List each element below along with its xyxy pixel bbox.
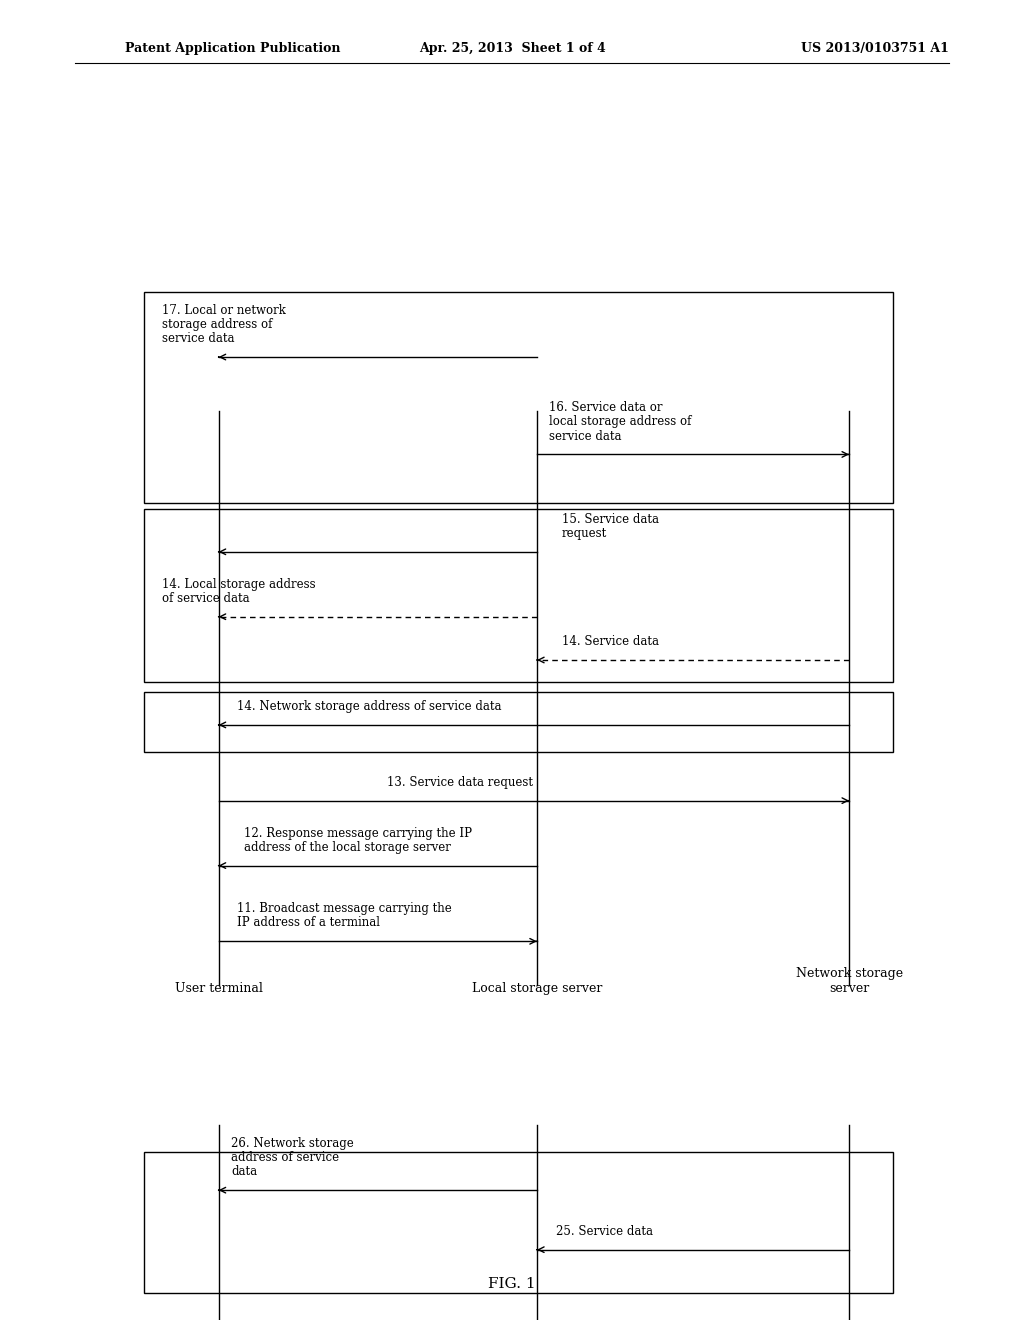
Text: Local storage server: Local storage server (472, 982, 602, 995)
Text: 14. Network storage address of service data: 14. Network storage address of service d… (238, 700, 502, 713)
Text: 26. Network storage: 26. Network storage (231, 1137, 353, 1150)
Text: 15. Service data: 15. Service data (562, 513, 659, 525)
Text: Network storage: Network storage (796, 968, 903, 981)
Text: service data: service data (163, 333, 234, 345)
Text: address of the local storage server: address of the local storage server (244, 841, 451, 854)
Text: address of service: address of service (231, 1151, 339, 1164)
Text: service data: service data (550, 429, 622, 442)
Bar (143, 693, 893, 752)
Bar (143, 508, 893, 681)
Text: 11. Broadcast message carrying the: 11. Broadcast message carrying the (238, 903, 452, 915)
Text: 14. Local storage address: 14. Local storage address (163, 578, 316, 591)
Text: request: request (562, 527, 607, 540)
Text: 25. Service data: 25. Service data (556, 1225, 652, 1238)
Text: local storage address of: local storage address of (550, 416, 692, 429)
Bar (143, 1152, 893, 1294)
Text: 16. Service data or: 16. Service data or (550, 401, 663, 414)
Text: 13. Service data request: 13. Service data request (387, 776, 534, 789)
Text: FIG. 1: FIG. 1 (488, 1276, 536, 1291)
Text: IP address of a terminal: IP address of a terminal (238, 916, 380, 929)
Text: US 2013/0103751 A1: US 2013/0103751 A1 (801, 42, 949, 55)
Bar (143, 292, 893, 503)
Text: Patent Application Publication: Patent Application Publication (125, 42, 340, 55)
Text: of service data: of service data (163, 591, 250, 605)
Text: User terminal: User terminal (175, 982, 262, 995)
Text: 12. Response message carrying the IP: 12. Response message carrying the IP (244, 826, 471, 840)
Text: server: server (829, 982, 869, 995)
Text: data: data (231, 1166, 257, 1179)
Text: 14. Service data: 14. Service data (562, 635, 659, 648)
Text: storage address of: storage address of (163, 318, 272, 331)
Text: Apr. 25, 2013  Sheet 1 of 4: Apr. 25, 2013 Sheet 1 of 4 (419, 42, 605, 55)
Text: 17. Local or network: 17. Local or network (163, 304, 287, 317)
